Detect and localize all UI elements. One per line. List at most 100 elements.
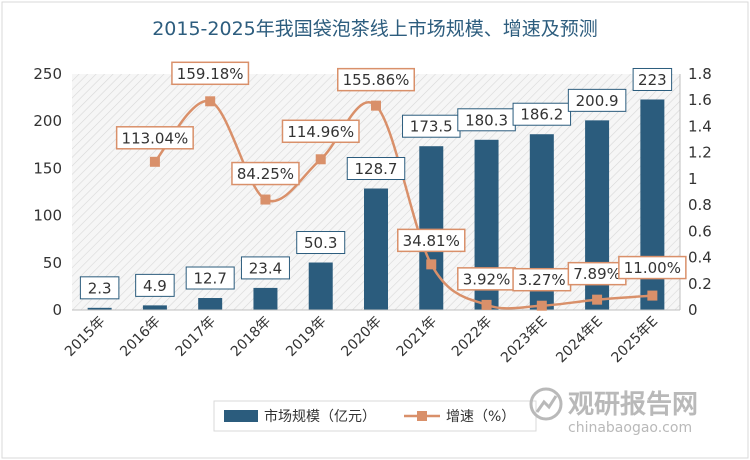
rate-label-box: [115, 126, 194, 150]
x-tick-label: 2017年: [173, 314, 219, 360]
right-axis-tick-label: 1: [688, 170, 698, 188]
x-tick-label: 2019年: [283, 314, 329, 360]
rate-label-box: [337, 67, 415, 92]
bar-data-label: 200.9: [567, 88, 627, 112]
left-axis-tick-label: 50: [43, 254, 62, 272]
bar-label-text: 200.9: [576, 92, 619, 110]
right-axis-tick-label: 1.4: [688, 117, 712, 135]
bar-label-text: 186.2: [520, 106, 563, 124]
right-axis: 0 0.2 0.4 0.6 0.8 1 1.2 1.4 1.6 1.8: [679, 65, 712, 319]
bar-label-text: 173.5: [410, 118, 453, 136]
legend-line-marker: [417, 411, 427, 421]
rate-marker: [205, 96, 216, 107]
rate-data-label: 3.27%: [512, 267, 572, 292]
rate-data-label: 113.04%: [115, 126, 194, 150]
rate-marker: [149, 156, 160, 167]
rate-label-box: [171, 61, 250, 86]
bar: [198, 298, 223, 310]
right-axis-tick-label: 0.8: [688, 196, 712, 214]
rate-line-series: [149, 96, 658, 311]
bar-label-text: 223: [638, 71, 667, 89]
rate-data-label: 84.25%: [231, 161, 300, 186]
x-tick-label: 2016年: [117, 314, 163, 360]
rate-data-label: 114.96%: [281, 119, 360, 144]
rate-line: [153, 99, 653, 310]
bar-data-label: 186.2: [512, 102, 572, 126]
right-axis-tick-label: 0: [688, 301, 698, 319]
rate-label-text: 114.96%: [287, 123, 354, 141]
bar-label-box: [240, 256, 290, 280]
bar-data-label: 128.7: [346, 157, 406, 181]
right-axis-tick-label: 0.4: [688, 249, 712, 267]
x-tick-label: 2021年: [394, 314, 440, 360]
bar-data-label: 180.3: [457, 108, 516, 132]
bar-label-text: 12.7: [193, 270, 226, 288]
rate-label-text: 7.89%: [573, 265, 621, 283]
legend-bar-label: 市场规模（亿元）: [264, 408, 376, 425]
bar-label-text: 180.3: [465, 111, 508, 129]
bar: [87, 307, 112, 310]
bar-label-text: 50.3: [304, 234, 337, 252]
left-axis-tick-label: 150: [33, 159, 62, 177]
rate-marker: [315, 154, 326, 165]
bar-label-box: [512, 102, 572, 126]
bar-label-box: [296, 231, 346, 255]
bar: [419, 146, 444, 310]
bar-data-label: 50.3: [296, 231, 346, 255]
bar-data-label: 23.4: [240, 256, 290, 280]
right-axis-tick-label: 1.8: [688, 65, 712, 83]
left-axis-tick-label: 100: [33, 207, 62, 225]
rate-data-label: 7.89%: [567, 261, 627, 286]
rate-data-labels: 113.04% 159.18% 84.25% 114.96% 155.86% 34.81%…: [115, 61, 687, 292]
bar-data-label: 12.7: [185, 266, 235, 290]
rate-label-box: [231, 161, 300, 186]
bar-data-labels: 2.3 4.9 12.7 23.4 50.3 128.7 173.5 180.3 186.2 20…: [79, 67, 673, 300]
rate-marker: [426, 259, 437, 270]
left-axis-tick-label: 0: [52, 301, 62, 319]
bar-label-box: [346, 157, 406, 181]
legend: 市场规模（亿元） 增速（%）: [213, 400, 537, 432]
rate-marker: [481, 299, 492, 310]
x-tick-label: 2025年E: [609, 314, 662, 367]
rate-label-text: 3.27%: [518, 271, 566, 289]
x-tick-label: 2020年: [338, 314, 384, 360]
bar-label-box: [632, 67, 673, 91]
right-axis-tick-label: 0.6: [688, 222, 712, 240]
x-tick-label: 2018年: [228, 314, 274, 360]
bar-data-label: 223: [632, 67, 673, 91]
bar-label-text: 23.4: [249, 259, 282, 277]
rate-label-text: 84.25%: [237, 165, 294, 183]
rate-label-text: 3.92%: [463, 270, 511, 288]
bar-label-box: [185, 266, 235, 290]
x-axis-ticks: 2015年 2016年 2017年 2018年 2019年 2020年 2021年 2022年…: [62, 314, 661, 367]
rate-marker: [536, 300, 547, 311]
rate-data-label: 34.81%: [397, 228, 466, 253]
rate-data-label: 11.00%: [618, 255, 687, 280]
rate-data-label: 159.18%: [171, 61, 250, 86]
right-axis-tick-label: 1.2: [688, 144, 712, 162]
bar-data-label: 4.9: [135, 273, 175, 297]
rate-label-text: 113.04%: [122, 129, 189, 147]
bar: [364, 188, 388, 310]
rate-label-box: [618, 255, 687, 280]
bar: [308, 262, 333, 310]
rate-label-text: 34.81%: [403, 232, 460, 250]
legend-line-label: 增速（%）: [446, 409, 515, 425]
bar-label-text: 2.3: [88, 279, 112, 297]
watermark-cn: 观研报告网: [568, 389, 698, 420]
bar-label-text: 4.9: [143, 277, 167, 295]
bar-data-label: 2.3: [79, 276, 120, 300]
right-axis-tick-label: 0.2: [688, 275, 712, 293]
rate-marker: [592, 294, 603, 305]
x-tick-label: 2015年: [62, 314, 108, 360]
bar-label-text: 128.7: [355, 160, 398, 178]
x-tick-label: 2022年: [449, 314, 495, 360]
rate-label-text: 159.18%: [177, 65, 244, 83]
legend-bar-swatch: [224, 410, 258, 422]
bar: [142, 305, 167, 310]
watermark-logo-icon: [529, 387, 563, 421]
rate-marker: [371, 100, 381, 111]
